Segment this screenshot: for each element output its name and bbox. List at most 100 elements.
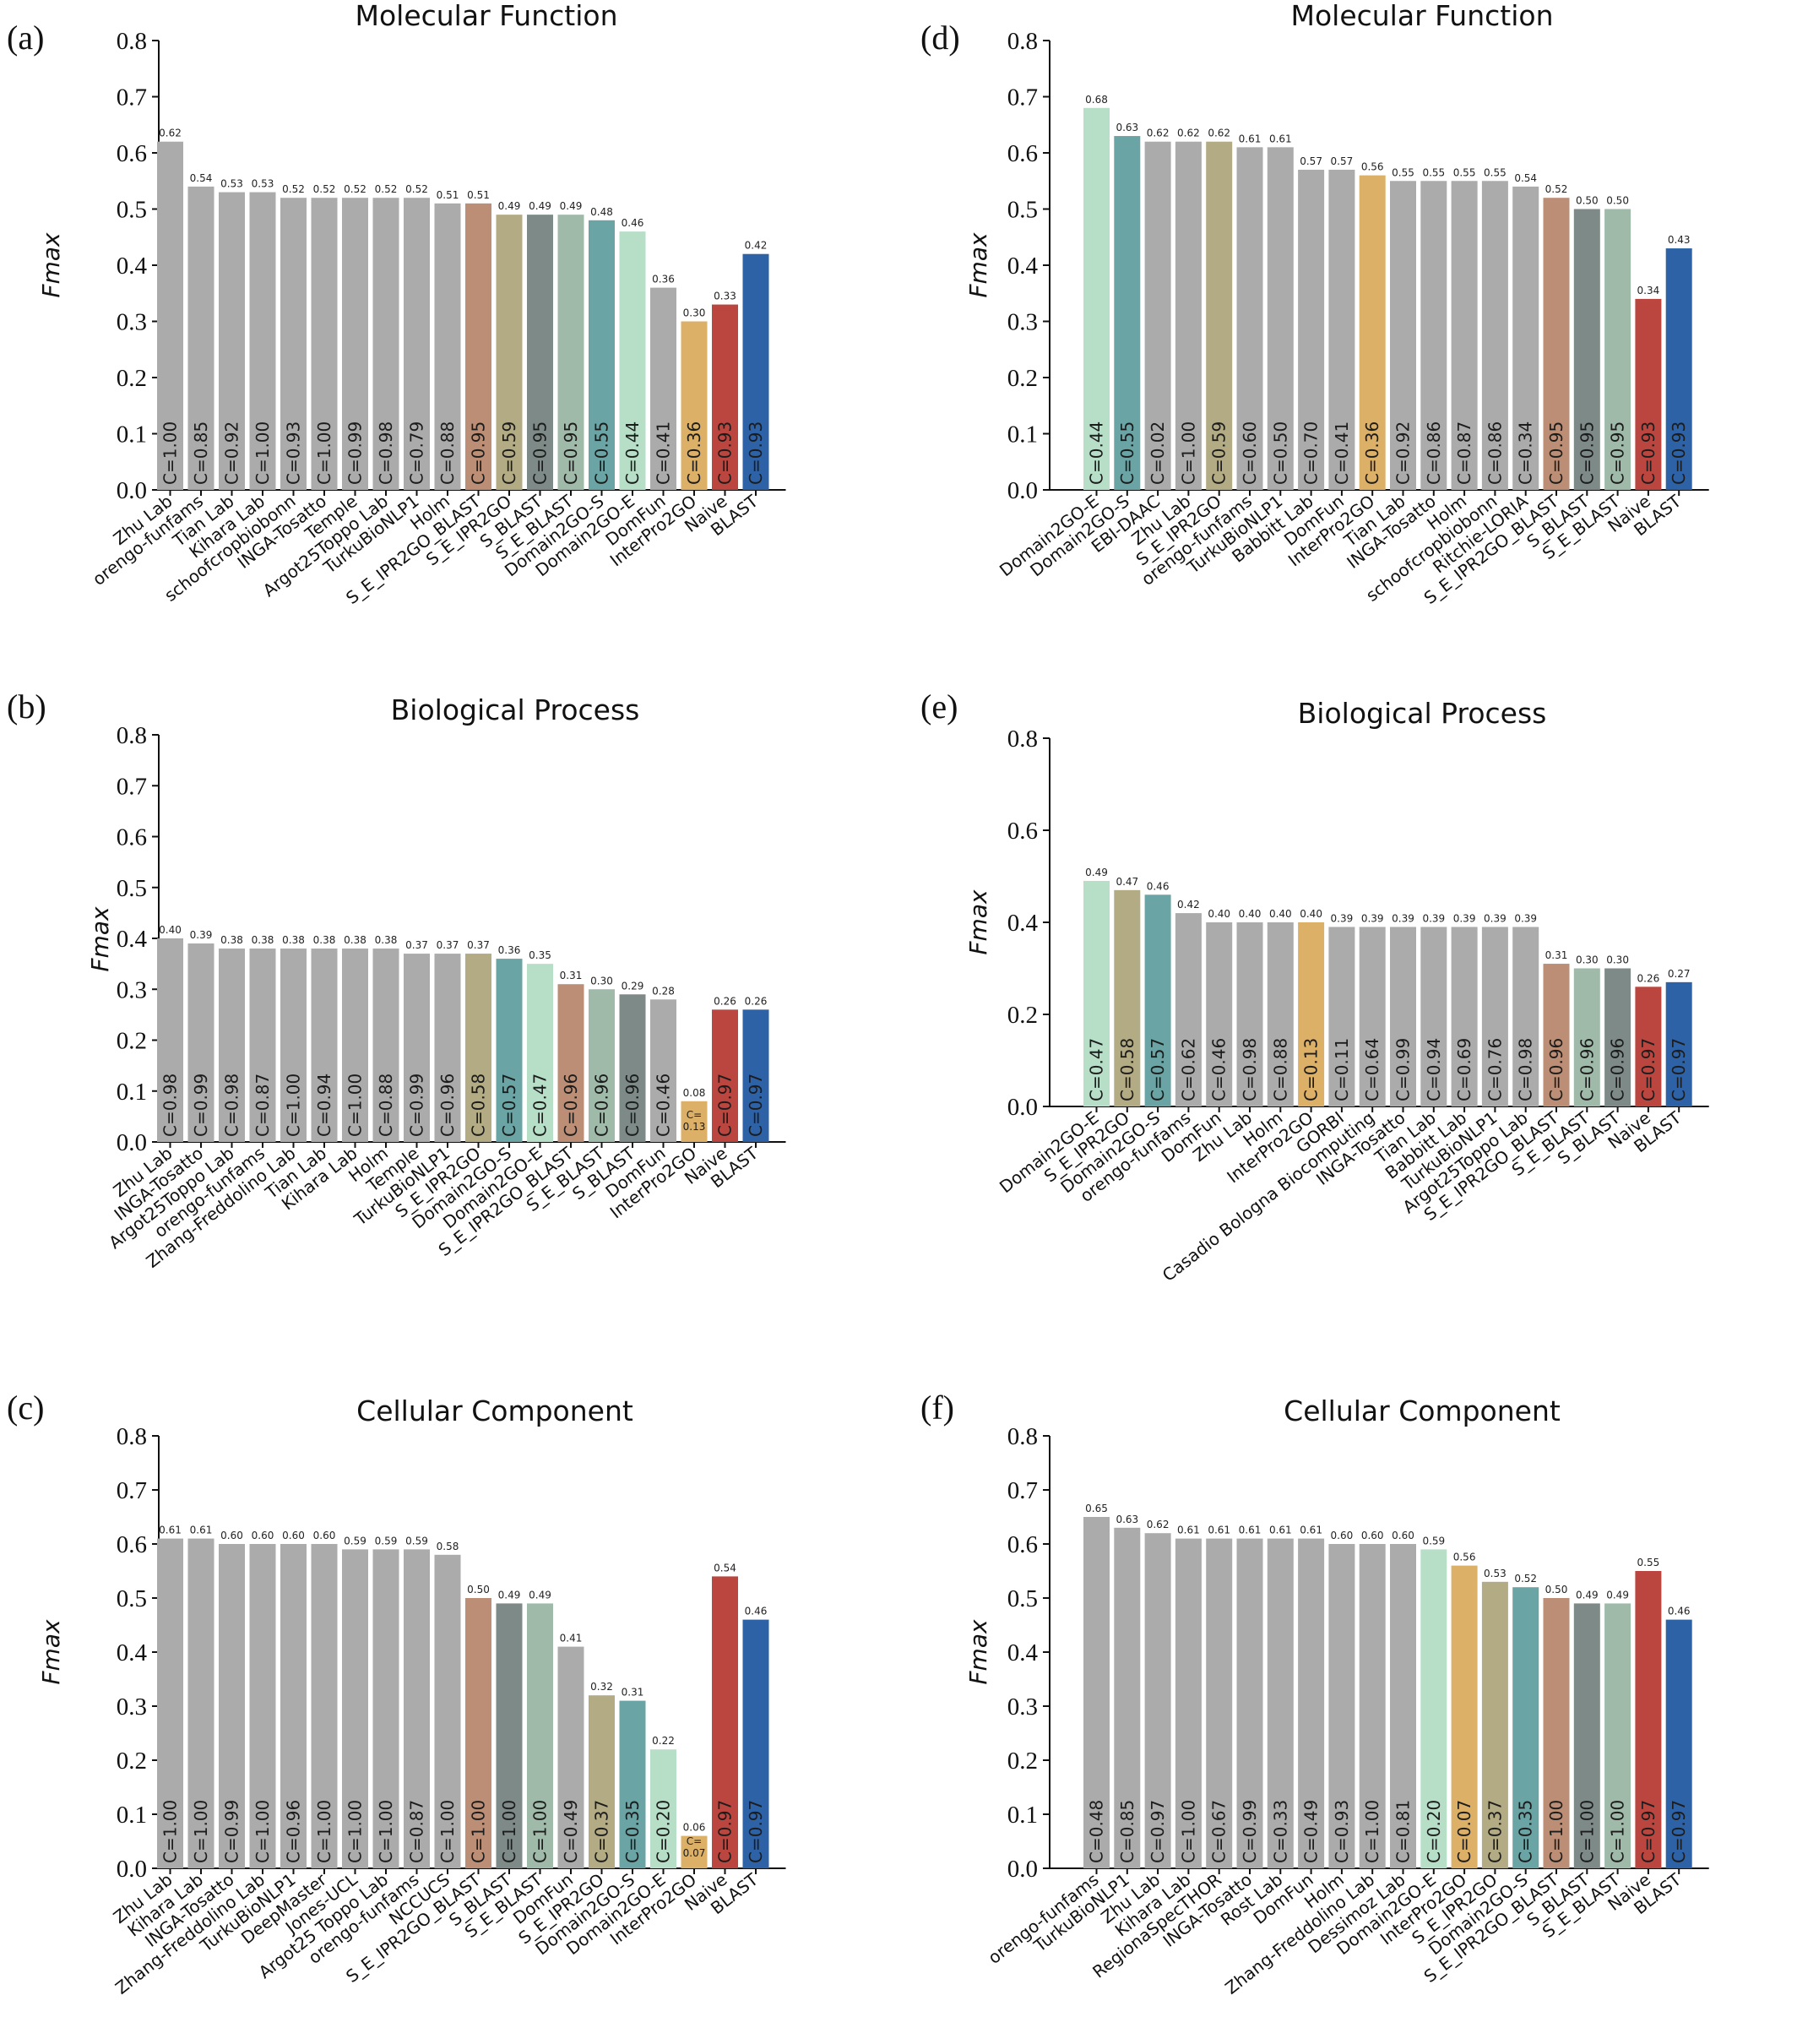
bar-value-label: 0.49 (1606, 1589, 1629, 1601)
bar-value-label: 0.46 (622, 217, 644, 229)
bar-value-label: 0.39 (1361, 912, 1384, 924)
bar (1481, 1581, 1508, 1868)
bar (404, 1549, 430, 1868)
y-axis-label: Fmax (964, 889, 992, 955)
bar-value-label: 0.49 (529, 200, 551, 212)
coverage-label: C=0.97 (746, 1074, 766, 1137)
bar-value-label: 0.60 (1392, 1530, 1414, 1541)
y-tick-label: 0.7 (1007, 84, 1038, 111)
coverage-label: C=1.00 (1608, 1800, 1628, 1863)
bar-value-label: 0.34 (1637, 285, 1660, 296)
y-tick-label: 0.4 (1007, 253, 1039, 280)
bar-value-label: 0.62 (1147, 1519, 1170, 1530)
bar-value-label: 0.39 (1331, 912, 1354, 924)
bar (712, 304, 738, 490)
coverage-label: C=0.96 (1546, 1038, 1566, 1101)
coverage-label: C=0.97 (1638, 1800, 1659, 1863)
bar-value-label: 0.06 (683, 1822, 706, 1834)
coverage-label: C=0.97 (1669, 1800, 1689, 1863)
coverage-label: C=0.46 (1209, 1038, 1230, 1101)
bar (712, 1009, 738, 1142)
bar-value-label: 0.26 (745, 995, 768, 1007)
bar-value-label: 0.62 (1177, 128, 1200, 139)
y-tick-label: 0.6 (1007, 140, 1038, 167)
coverage-label: C=0.95 (561, 421, 581, 485)
coverage-label: C=0.88 (437, 421, 458, 485)
bar-value-label: 0.38 (375, 934, 398, 946)
coverage-label: C=0.99 (191, 1074, 211, 1137)
coverage-label: C=0.34 (1516, 421, 1536, 485)
bar (1665, 981, 1692, 1106)
bar-value-label: 0.56 (1453, 1552, 1476, 1563)
y-tick-label: 0.1 (117, 1802, 147, 1829)
bar-value-label: 0.39 (190, 929, 213, 941)
coverage-label: C=0.76 (1485, 1038, 1505, 1101)
coverage-label: C=0.64 (1362, 1038, 1382, 1101)
coverage-label: C=0.41 (654, 421, 674, 485)
coverage-label: C=0.62 (1178, 1038, 1198, 1101)
bar-value-label: 0.61 (1177, 1525, 1200, 1536)
coverage-label: C=0.13 (1301, 1038, 1322, 1101)
bar-value-label: 0.52 (344, 183, 366, 195)
bar (619, 994, 646, 1142)
bar (681, 1835, 708, 1868)
bar-value-label: 0.54 (190, 172, 213, 184)
bar (1543, 1598, 1570, 1868)
coverage-label: C=0.98 (1516, 1038, 1536, 1101)
coverage-label: C=0.07 (1454, 1800, 1474, 1863)
coverage-label: C=0.55 (1117, 421, 1137, 485)
bar-value-label: 0.53 (220, 178, 243, 190)
bar-value-label: 0.47 (1116, 876, 1138, 888)
panel-5: (f) Cellular Component Fmax 0.0 0.1 0.2 0.3 0.4… (920, 1389, 1709, 1998)
bar (372, 1549, 399, 1868)
coverage-label: C=0.79 (407, 421, 427, 485)
coverage-label: C=0.57 (1148, 1038, 1168, 1101)
bar-value-label: 0.60 (282, 1530, 305, 1541)
bar-value-label: 0.37 (437, 939, 459, 951)
bar-value-label: 0.26 (1637, 972, 1660, 984)
coverage-label: C=0.92 (1393, 421, 1414, 485)
panel-2: (c) Cellular Component Fmax 0.0 0.1 0.2 0.3 0.4… (7, 1389, 786, 1998)
bar (1665, 1619, 1692, 1868)
bar (1114, 136, 1141, 491)
bar (404, 198, 430, 490)
coverage-label: C=1.00 (1178, 1800, 1198, 1863)
y-tick-label: 0.2 (1007, 1002, 1038, 1029)
chart-title: Biological Process (1298, 697, 1547, 730)
coverage-label: C=0.93 (715, 421, 736, 485)
bar-value-label: 0.26 (714, 995, 736, 1007)
bar (1390, 1544, 1416, 1868)
coverage-label: C=0.70 (1301, 421, 1322, 485)
bar-value-label: 0.29 (622, 980, 644, 992)
coverage-label: C=0.85 (1117, 1800, 1137, 1863)
coverage-label: C=0.02 (1148, 421, 1168, 485)
bar (434, 203, 461, 490)
coverage-label: C=0.81 (1393, 1800, 1414, 1863)
bar (311, 1544, 338, 1868)
coverage-label: C=0.96 (1577, 1038, 1597, 1101)
bar-value-label: 0.60 (252, 1530, 274, 1541)
coverage-label: C=0.58 (469, 1074, 489, 1137)
coverage-label: C=1.00 (437, 1800, 458, 1863)
chart-title: Biological Process (391, 693, 640, 726)
bar (1420, 927, 1447, 1106)
bar (1359, 175, 1386, 490)
coverage-label: C=0.47 (1087, 1038, 1107, 1101)
bar (404, 954, 430, 1142)
coverage-label: C=0.98 (160, 1074, 181, 1137)
y-tick-label: 0.6 (117, 1531, 147, 1558)
y-tick-label: 0.2 (117, 1028, 147, 1055)
bar (1512, 927, 1539, 1106)
coverage-label: C=1.00 (376, 1800, 396, 1863)
bar (219, 192, 245, 491)
bar (650, 1749, 676, 1868)
bar-value-label: 0.52 (1545, 183, 1568, 195)
bar (1206, 922, 1233, 1106)
bar-value-label: 0.58 (437, 1541, 459, 1552)
panel-4: (e) Biological Process Fmax 0.0 0.2 0.4 0.6 0.8… (920, 688, 1709, 1286)
bar (527, 964, 553, 1142)
bar-value-label: 0.30 (1576, 954, 1599, 966)
bar (1573, 968, 1600, 1106)
coverage-label: C=0.96 (437, 1074, 458, 1137)
bar (465, 1598, 491, 1868)
